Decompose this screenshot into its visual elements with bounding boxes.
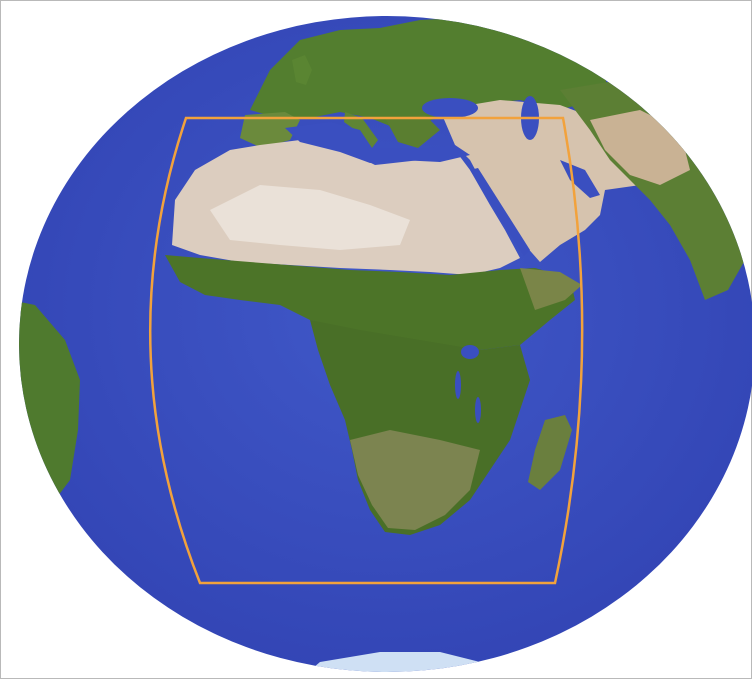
lake-victoria (461, 345, 479, 359)
lake-malawi (475, 397, 481, 423)
red-sea (470, 168, 530, 256)
land-southern-africa (350, 430, 480, 530)
land-balkans (385, 115, 440, 148)
black-sea (422, 98, 478, 118)
lake-tanganyika (455, 371, 461, 399)
land-sahara-light (210, 185, 410, 250)
land-iberia (240, 112, 300, 148)
land-madagascar (528, 415, 572, 490)
mediterranean-sea (285, 122, 470, 163)
land-britain (292, 55, 312, 85)
land-europe (250, 18, 610, 128)
land-antarctica (300, 652, 500, 672)
land-west-africa (165, 255, 575, 350)
land-italy (344, 112, 378, 148)
region-box (149, 116, 584, 585)
land-horn-of-africa (520, 268, 582, 310)
